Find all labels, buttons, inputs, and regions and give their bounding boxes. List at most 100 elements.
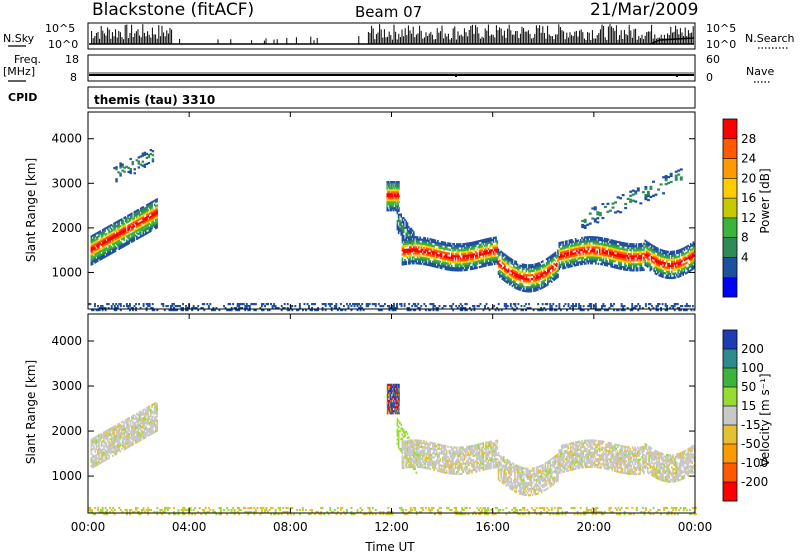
heatmap-cell <box>660 273 663 276</box>
heatmap-cell <box>104 459 107 462</box>
heatmap-cell <box>119 247 122 250</box>
heatmap-cell <box>457 269 459 272</box>
heatmap-cell <box>412 302 415 306</box>
heatmap-cell <box>682 255 685 258</box>
heatmap-cell <box>445 244 448 247</box>
heatmap-cell <box>636 187 640 190</box>
heatmap-cell <box>419 254 421 257</box>
heatmap-cell <box>426 237 429 240</box>
heatmap-cell <box>141 154 145 157</box>
heatmap-cell <box>526 274 529 277</box>
heatmap-cell <box>133 219 136 222</box>
heatmap-cell <box>324 309 327 312</box>
heatmap-cell <box>638 257 640 260</box>
heatmap-cell <box>143 420 146 423</box>
heatmap-cell <box>421 240 424 243</box>
colorbar-tick-label: 28 <box>741 132 756 146</box>
heatmap-cell <box>515 267 518 270</box>
heatmap-cell <box>420 242 423 245</box>
heatmap-cell <box>536 268 539 271</box>
heatmap-cell <box>564 266 567 269</box>
heatmap-cell <box>94 251 96 254</box>
heatmap-cell <box>687 248 690 251</box>
heatmap-cell <box>426 251 429 254</box>
heatmap-cell <box>119 426 122 429</box>
heatmap-cell <box>595 238 597 241</box>
heatmap-cell <box>148 228 151 231</box>
heatmap-cell <box>485 302 488 306</box>
heatmap-cell <box>639 255 642 258</box>
heatmap-cell <box>245 304 248 308</box>
heatmap-cell <box>120 236 123 239</box>
heatmap-cell <box>91 244 94 247</box>
heatmap-cell <box>437 244 439 247</box>
heatmap-cell <box>627 266 630 270</box>
heatmap-cell <box>130 232 133 235</box>
heatmap-cell <box>641 191 645 194</box>
heatmap-cell <box>688 255 691 259</box>
heatmap-cell <box>429 309 432 312</box>
heatmap-cell <box>464 242 467 246</box>
heatmap-cell <box>380 309 383 312</box>
heatmap-cell <box>120 429 123 432</box>
heatmap-cell <box>521 267 524 270</box>
heatmap-cell <box>687 250 690 253</box>
heatmap-cell <box>673 254 676 257</box>
heatmap-cell <box>412 244 415 247</box>
heatmap-cell <box>633 267 635 270</box>
heatmap-cell <box>412 235 415 238</box>
heatmap-cell <box>582 246 585 249</box>
heatmap-cell <box>109 450 112 453</box>
heatmap-cell <box>137 156 140 159</box>
heatmap-cell <box>101 234 104 238</box>
heatmap-cell <box>688 245 691 249</box>
heatmap-cell <box>133 215 136 218</box>
heatmap-cell <box>113 449 115 453</box>
heatmap-cell <box>596 250 599 253</box>
heatmap-cell <box>104 227 107 230</box>
heatmap-cell <box>606 250 609 253</box>
heatmap-cell <box>389 195 391 198</box>
heatmap-cell <box>425 263 428 266</box>
heatmap-cell <box>104 450 107 454</box>
heatmap-cell <box>523 289 525 292</box>
heatmap-cell <box>440 251 443 254</box>
heatmap-cell <box>418 260 420 263</box>
heatmap-cell <box>95 453 98 457</box>
heatmap-cell <box>644 187 648 191</box>
heatmap-cell <box>447 248 449 251</box>
heatmap-cell <box>605 254 607 257</box>
heatmap-cell <box>110 306 113 310</box>
heatmap-cell <box>135 306 137 310</box>
heatmap-cell <box>394 189 396 192</box>
heatmap-cell <box>650 268 653 271</box>
heatmap-cell <box>681 254 683 257</box>
heatmap-cell <box>155 205 157 208</box>
heatmap-cell <box>415 262 418 265</box>
heatmap-cell <box>586 252 588 255</box>
heatmap-cell <box>586 240 588 243</box>
heatmap-cell <box>688 247 691 251</box>
heatmap-cell <box>125 422 128 425</box>
heatmap-cell <box>679 304 682 308</box>
heatmap-cell <box>530 290 533 293</box>
heatmap-cell <box>653 245 655 248</box>
heatmap-cell <box>437 266 439 269</box>
heatmap-cell <box>452 246 454 250</box>
heatmap-cell <box>633 261 635 264</box>
heatmap-cell <box>609 248 611 252</box>
heatmap-cell <box>153 223 156 226</box>
heatmap-cell <box>466 268 468 271</box>
heatmap-cell <box>134 415 137 418</box>
heatmap-cell <box>127 419 129 422</box>
heatmap-cell <box>488 245 491 248</box>
heatmap-cell <box>402 255 405 258</box>
heatmap-cell <box>156 208 158 211</box>
heatmap-cell <box>386 185 388 188</box>
heatmap-cell <box>330 302 333 306</box>
heatmap-cell <box>100 233 103 236</box>
heatmap-cell <box>547 281 549 284</box>
heatmap-cell <box>657 255 659 258</box>
heatmap-cell <box>390 207 392 210</box>
heatmap-cell <box>356 304 359 308</box>
